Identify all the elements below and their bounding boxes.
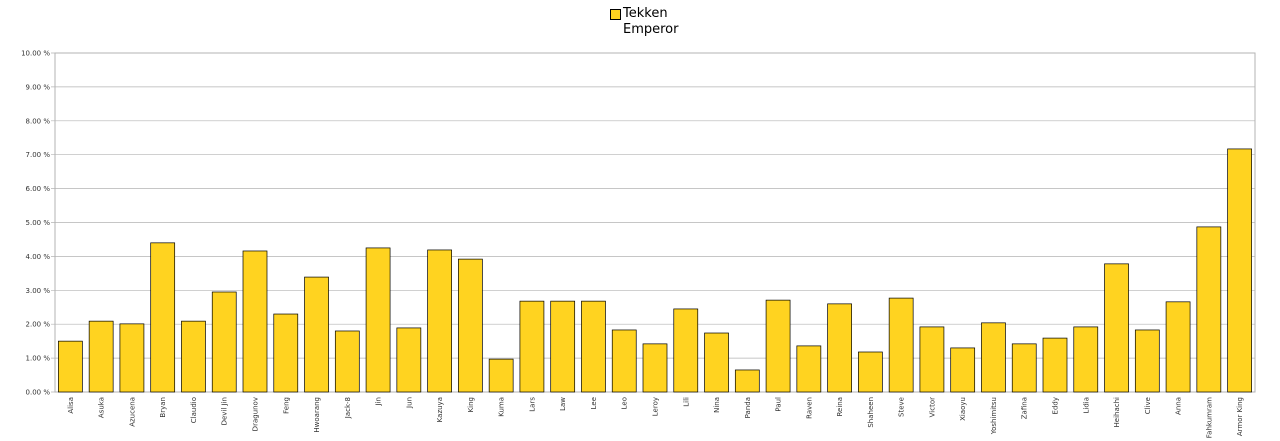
x-tick-label: Devil Jin bbox=[221, 397, 229, 425]
x-tick-label: Lee bbox=[590, 397, 598, 409]
y-tick-label: 6.00 % bbox=[26, 185, 51, 193]
x-tick-label: Nina bbox=[713, 397, 721, 413]
bar bbox=[396, 327, 422, 393]
x-tick-label: Lili bbox=[682, 397, 690, 407]
x-tick-label: Azucena bbox=[128, 397, 136, 427]
x-tick-label: Shaheen bbox=[867, 397, 875, 428]
x-tick-label: Yoshimitsu bbox=[990, 397, 998, 435]
x-tick-label: Leo bbox=[621, 397, 629, 409]
y-tick-label: 3.00 % bbox=[26, 287, 51, 295]
bar bbox=[273, 313, 299, 393]
x-tick-label: Jin bbox=[375, 397, 383, 406]
bar bbox=[827, 303, 852, 393]
x-tick-label: Heihachi bbox=[1113, 397, 1121, 428]
x-tick-label: Anna bbox=[1175, 397, 1183, 415]
x-tick-label: Claudio bbox=[190, 397, 198, 423]
bar bbox=[673, 308, 699, 393]
bar bbox=[550, 300, 576, 393]
y-tick-label: 5.00 % bbox=[26, 219, 51, 227]
y-tick-label: 8.00 % bbox=[26, 117, 51, 125]
bar bbox=[1165, 301, 1191, 393]
bar bbox=[181, 320, 206, 393]
bar bbox=[58, 340, 83, 393]
x-tick-label: King bbox=[467, 397, 475, 412]
bar bbox=[427, 249, 452, 393]
bar bbox=[581, 300, 606, 393]
x-tick-label: Zafina bbox=[1021, 397, 1029, 419]
x-tick-label: Bryan bbox=[159, 397, 167, 418]
bar bbox=[211, 291, 237, 393]
legend-label: Tekken Emperor bbox=[623, 6, 679, 37]
bar bbox=[919, 326, 945, 393]
x-tick-label: Reina bbox=[836, 397, 844, 417]
bar bbox=[1104, 263, 1129, 393]
bar bbox=[1011, 343, 1037, 393]
bar bbox=[858, 351, 883, 393]
bar bbox=[981, 322, 1006, 393]
y-tick-label: 1.00 % bbox=[26, 355, 51, 363]
bar bbox=[1042, 337, 1068, 393]
bar bbox=[119, 323, 145, 393]
bar bbox=[458, 258, 483, 393]
bar bbox=[1134, 329, 1160, 393]
x-tick-label: Fahkumram bbox=[1205, 397, 1213, 438]
x-tick-label: Alisa bbox=[67, 397, 75, 414]
y-tick-label: 4.00 % bbox=[26, 253, 51, 261]
x-tick-label: Panda bbox=[744, 397, 752, 418]
x-tick-label: Kuma bbox=[498, 397, 506, 417]
x-tick-label: Paul bbox=[775, 397, 783, 412]
x-tick-label: Eddy bbox=[1052, 397, 1060, 414]
bar bbox=[704, 332, 729, 393]
x-tick-label: Steve bbox=[898, 397, 906, 417]
x-tick-label: Armor King bbox=[1236, 397, 1244, 436]
x-tick-label: Asuka bbox=[98, 397, 106, 418]
x-tick-label: Law bbox=[559, 397, 567, 411]
x-tick-label: Xiaoyu bbox=[959, 397, 967, 421]
bar bbox=[488, 358, 514, 393]
x-tick-label: Victor bbox=[928, 397, 936, 417]
y-tick-label: 9.00 % bbox=[26, 83, 51, 91]
legend: Tekken Emperor bbox=[610, 6, 685, 38]
bar bbox=[1196, 226, 1222, 393]
bar bbox=[611, 329, 637, 393]
bar bbox=[88, 320, 114, 393]
bar bbox=[765, 299, 791, 393]
x-tick-label: Jack-8 bbox=[344, 397, 352, 419]
x-tick-label: Lars bbox=[528, 397, 536, 412]
y-tick-label: 10.00 % bbox=[21, 50, 50, 58]
bar bbox=[796, 345, 822, 393]
y-tick-label: 2.00 % bbox=[26, 321, 51, 329]
bar bbox=[242, 250, 268, 393]
bar bbox=[1227, 148, 1252, 393]
bar bbox=[304, 276, 329, 393]
x-tick-label: Hwoarang bbox=[313, 397, 321, 433]
x-tick-label: Jun bbox=[405, 397, 413, 409]
bar bbox=[1073, 326, 1099, 393]
x-tick-label: Dragunov bbox=[252, 397, 260, 431]
x-tick-label: Feng bbox=[282, 397, 290, 414]
bar bbox=[734, 369, 760, 393]
x-tick-label: Clive bbox=[1144, 397, 1152, 414]
x-tick-label: Kazuya bbox=[436, 397, 444, 422]
bar bbox=[150, 242, 176, 393]
bar bbox=[334, 330, 360, 393]
bar bbox=[519, 300, 545, 393]
bar bbox=[642, 343, 668, 393]
x-tick-label: Lidia bbox=[1082, 397, 1090, 414]
x-tick-label: Raven bbox=[805, 397, 813, 419]
bar bbox=[888, 297, 914, 393]
y-tick-label: 7.00 % bbox=[26, 151, 51, 159]
x-tick-label: Leroy bbox=[652, 397, 660, 416]
bar bbox=[365, 247, 391, 393]
legend-swatch bbox=[610, 9, 621, 20]
bar bbox=[950, 347, 976, 393]
y-tick-label: 0.00 % bbox=[26, 389, 51, 397]
